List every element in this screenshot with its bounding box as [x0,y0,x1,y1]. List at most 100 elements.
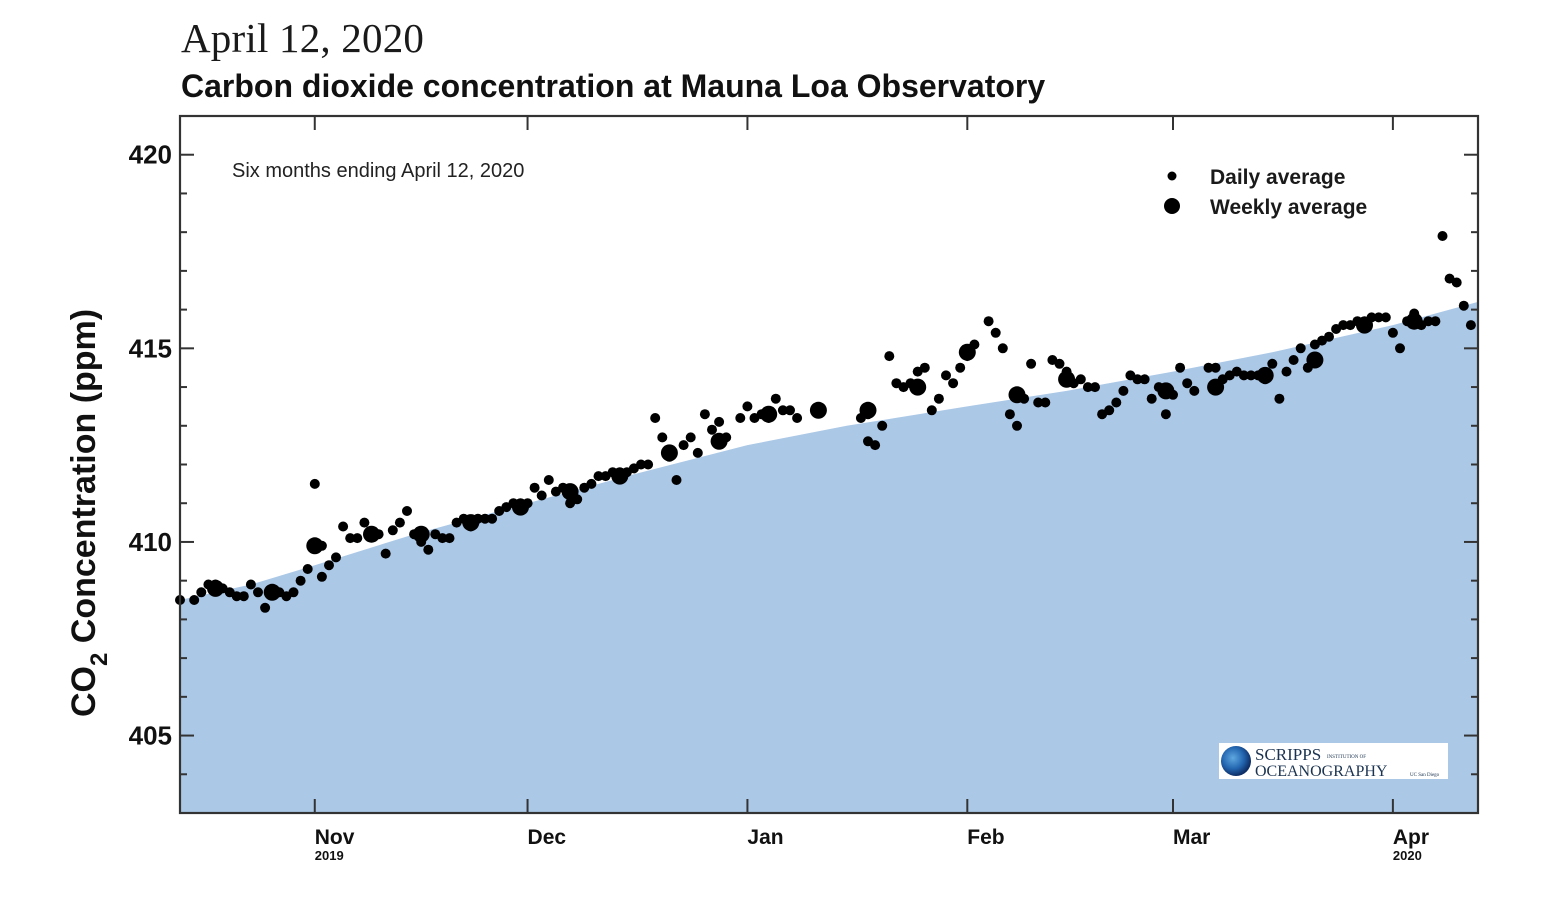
daily-point [990,327,1001,338]
daily-point [699,409,710,420]
daily-point [309,478,320,489]
daily-point [1465,320,1476,331]
daily-point [1054,358,1065,369]
daily-point [1274,393,1285,404]
daily-point [1451,277,1462,288]
daily-point [1075,374,1086,385]
daily-point [302,564,313,574]
daily-point [189,595,200,605]
daily-point [387,525,398,536]
legend: Daily average Weekly average [1164,166,1367,219]
daily-point [1380,312,1391,323]
daily-point [1104,405,1115,416]
daily-point [657,432,668,443]
daily-point [331,552,341,563]
daily-point [1246,370,1256,381]
daily-point [1118,385,1129,396]
y-axis-label: CO2 Concentration (ppm) [65,309,113,717]
y-tick-label: 410 [129,527,172,557]
daily-point [1238,370,1249,381]
ylabel-rest: Concentration (ppm) [65,309,103,653]
weekly-point [1306,351,1324,369]
daily-point [1189,385,1200,396]
daily-point [423,544,434,555]
weekly-point [958,343,976,361]
daily-point [1012,420,1022,431]
points-layer [175,231,1476,613]
weekly-point [561,483,579,501]
daily-point [1295,343,1306,354]
daily-point [288,587,299,598]
weekly-point [710,432,728,450]
weekly-point [660,444,678,462]
daily-point [402,506,412,516]
daily-point [316,571,327,582]
weekly-point [207,579,224,597]
daily-point [770,393,781,404]
daily-point [692,447,703,458]
weekly-point [363,525,380,543]
daily-point [1040,397,1051,408]
daily-point [1430,316,1441,327]
daily-point [1132,374,1143,385]
daily-point [1395,343,1405,354]
daily-point [487,513,498,524]
trend-fill-layer [180,301,1478,813]
daily-point [877,420,888,431]
chart-annotation: Six months ending April 12, 2020 [232,160,524,182]
x-tick-label: Dec [528,826,567,849]
daily-point [678,440,689,451]
daily-point [1267,358,1278,369]
weekly-point [809,401,827,419]
weekly-point [760,405,778,423]
daily-point [529,482,540,493]
daily-point [543,475,554,485]
logo-line2: OCEANOGRAPHY [1255,763,1388,780]
daily-point [1139,374,1150,385]
daily-point [231,591,242,602]
y-tick-label: 405 [129,721,172,751]
scripps-logo: SCRIPPS INSTITUTION OF OCEANOGRAPHY UC S… [1219,743,1448,780]
daily-point [359,517,370,528]
weekly-point [1207,378,1225,396]
legend-daily-marker [1167,171,1177,181]
daily-point [480,513,490,524]
daily-point [983,316,994,327]
daily-point [636,459,646,470]
daily-point [1281,366,1292,377]
daily-point [437,533,448,544]
daily-point [352,533,363,544]
daily-point [1146,393,1157,404]
daily-point [685,432,696,443]
x-tick-label: Nov [315,826,355,849]
weekly-point [263,583,281,601]
trend-fill-area [180,301,1478,813]
daily-point [777,405,788,416]
daily-point [1338,320,1349,331]
daily-point [1082,382,1093,393]
daily-point [345,533,356,544]
daily-point [1458,300,1469,311]
weekly-point [306,537,324,555]
logo-name: SCRIPPS [1255,745,1321,764]
chart-title: Carbon dioxide concentration at Mauna Lo… [181,68,1046,104]
logo-subtitle: INSTITUTION OF [1327,755,1366,760]
x-tick-label: Jan [747,826,783,849]
daily-point [394,517,405,528]
daily-point [1175,362,1186,373]
weekly-point [611,467,629,485]
globe-icon [1221,746,1251,776]
daily-point [238,591,249,602]
daily-point [1004,409,1015,420]
weekly-point [462,514,480,532]
daily-point [260,602,271,613]
daily-point [735,413,746,423]
daily-point [338,521,349,532]
daily-point [1437,231,1448,241]
daily-point [714,416,725,427]
daily-point [785,405,795,416]
ylabel-subscript: 2 [86,653,113,666]
weekly-point [1008,386,1026,404]
weekly-point [412,525,430,543]
